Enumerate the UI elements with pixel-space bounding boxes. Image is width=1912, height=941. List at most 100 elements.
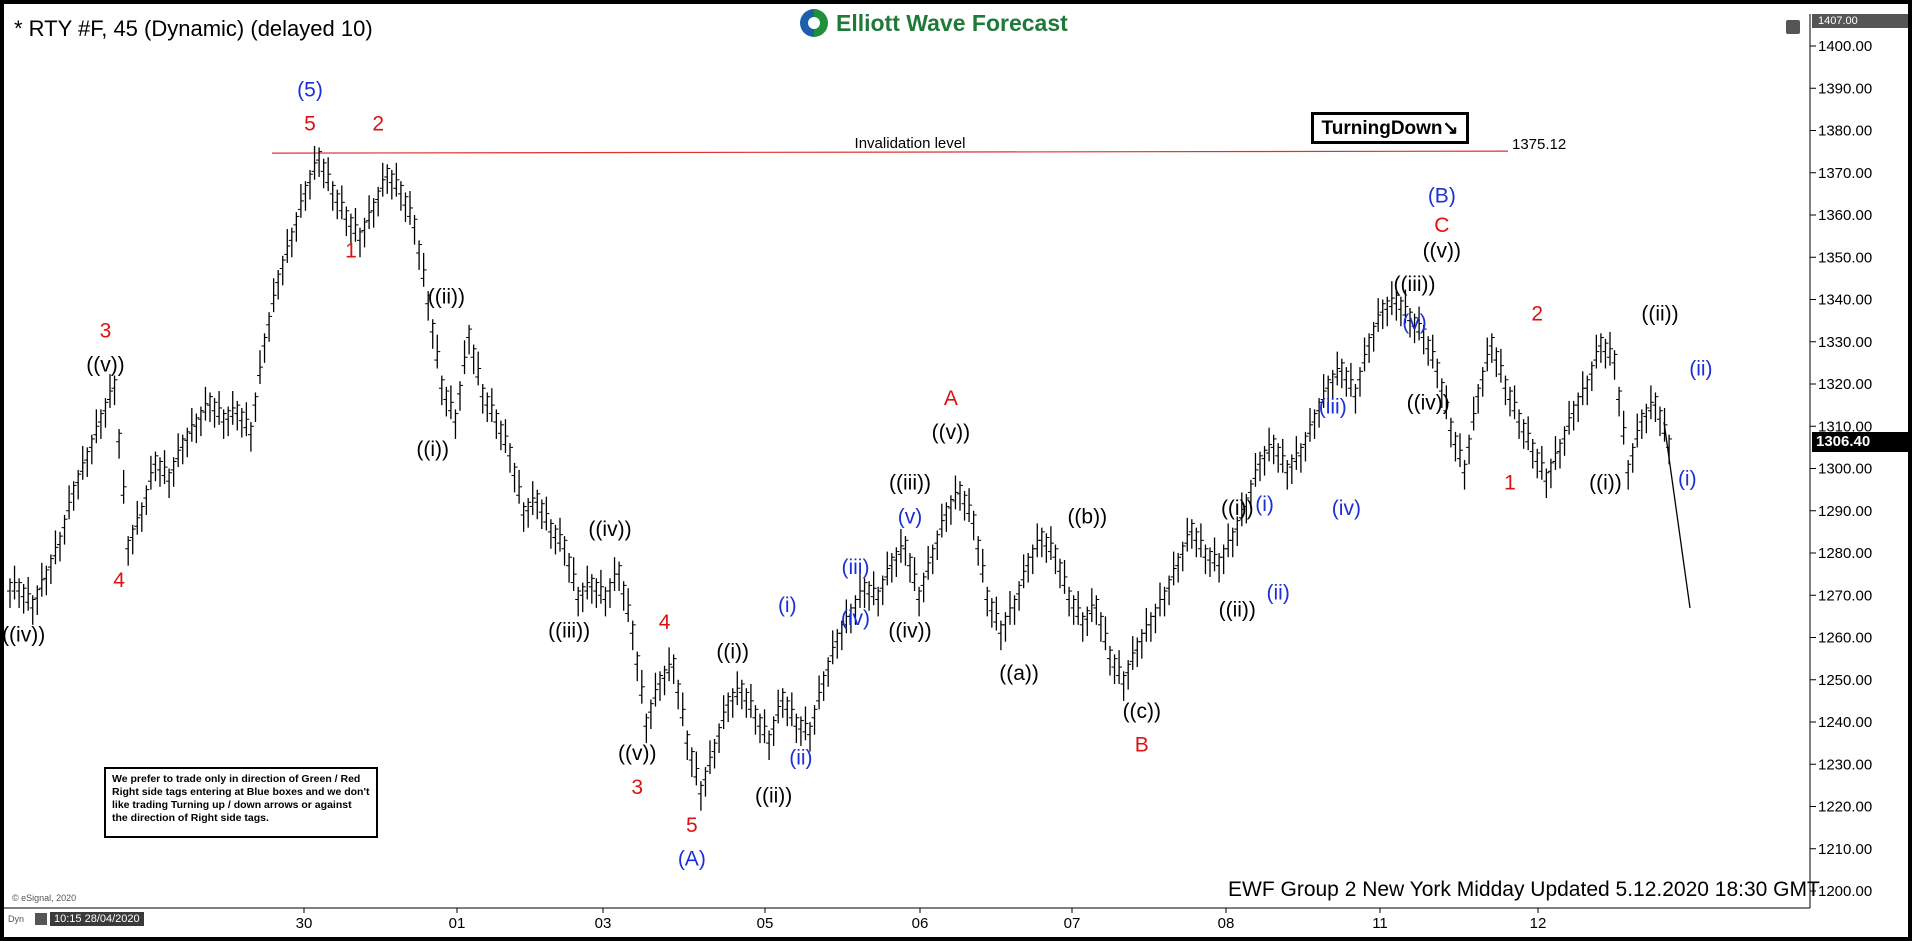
wave-label: ((v))	[1423, 239, 1461, 262]
y-tick-label: 1270.00	[1818, 587, 1872, 604]
wave-label: (iv)	[841, 607, 870, 630]
projection-arrow	[1663, 421, 1691, 609]
x-tick-label: 30	[296, 915, 313, 932]
wave-label: 5	[686, 814, 698, 837]
update-stamp: EWF Group 2 New York Midday Updated 5.12…	[1228, 878, 1820, 901]
trading-note: We prefer to trade only in direction of …	[104, 767, 378, 838]
wave-label: ((a))	[999, 662, 1039, 685]
y-tick-label: 1300.00	[1818, 461, 1872, 478]
invalidation-label: Invalidation level	[855, 135, 966, 152]
x-tick-label: 12	[1530, 915, 1547, 932]
x-tick-label: 08	[1218, 915, 1235, 932]
wave-label: ((i))	[716, 641, 749, 664]
y-tick-label: 1310.00	[1818, 418, 1872, 435]
wave-label: A	[944, 387, 958, 410]
wave-label: ((iii))	[1394, 273, 1436, 296]
cursor-time-readout: 10:15 28/04/2020	[50, 912, 144, 926]
y-tick-label: 1250.00	[1818, 672, 1872, 689]
wave-label: (iv)	[1332, 497, 1361, 520]
x-tick-label: 11	[1372, 915, 1388, 932]
wave-label: (v)	[1402, 311, 1427, 334]
wave-label: ((v))	[932, 421, 970, 444]
logo-icon	[800, 9, 828, 37]
dyn-toggle-button[interactable]	[35, 913, 47, 925]
wave-label: 4	[659, 611, 671, 634]
wave-label: ((ii))	[1641, 303, 1678, 326]
wave-label: (ii)	[789, 746, 812, 769]
wave-label: B	[1135, 734, 1149, 757]
wave-label: 5	[304, 113, 316, 136]
wave-label: (ii)	[1689, 358, 1712, 381]
wave-label: ((ii))	[428, 286, 465, 309]
y-tick-label: 1340.00	[1818, 292, 1872, 309]
y-tick-label: 1240.00	[1818, 714, 1872, 731]
y-tick-label: 1210.00	[1818, 841, 1872, 858]
wave-label: (i)	[1678, 467, 1697, 490]
wave-label: 1	[345, 239, 357, 262]
wave-label: (i)	[1255, 493, 1274, 516]
invalidation-value: 1375.12	[1512, 136, 1566, 153]
wave-label: (iii)	[841, 556, 869, 579]
wave-label: 4	[113, 569, 125, 592]
y-tick-label: 1220.00	[1818, 799, 1872, 816]
wave-label: ((b))	[1067, 505, 1107, 528]
window-restore-icon[interactable]	[1786, 20, 1800, 34]
wave-label: (iii)	[1319, 396, 1347, 419]
y-tick-label: 1380.00	[1818, 123, 1872, 140]
y-tick-label: 1280.00	[1818, 545, 1872, 562]
wave-label: 2	[1531, 303, 1543, 326]
turning-down-tag: TurningDown↘	[1311, 112, 1469, 144]
axis-top-tag: 1407.00	[1812, 14, 1908, 28]
wave-label: C	[1434, 214, 1449, 237]
wave-label: ((iii))	[548, 620, 590, 643]
wave-label: (B)	[1428, 184, 1456, 207]
brand-logo[interactable]: Elliott Wave Forecast	[800, 6, 1080, 40]
invalidation-line	[271, 150, 1509, 154]
y-tick-label: 1230.00	[1818, 756, 1872, 773]
wave-label: ((v))	[86, 353, 124, 376]
wave-label: (i)	[778, 594, 797, 617]
y-tick-label: 1360.00	[1818, 207, 1872, 224]
y-tick-label: 1200.00	[1818, 883, 1872, 900]
y-tick-label: 1370.00	[1818, 165, 1872, 182]
x-tick-label: 06	[912, 915, 929, 932]
x-tick-label: 03	[595, 915, 612, 932]
wave-label: ((ii))	[1219, 598, 1256, 621]
wave-label: 3	[631, 776, 643, 799]
wave-label: (5)	[297, 79, 323, 102]
wave-label: 1	[1504, 472, 1516, 495]
wave-label: ((ii))	[755, 784, 792, 807]
y-tick-label: 1350.00	[1818, 249, 1872, 266]
wave-label: ((iv))	[1407, 391, 1450, 414]
y-tick-label: 1330.00	[1818, 334, 1872, 351]
wave-label: ((iv))	[2, 624, 45, 647]
wave-label: ((c))	[1123, 700, 1161, 723]
y-tick-label: 1290.00	[1818, 503, 1872, 520]
wave-label: (v)	[898, 505, 923, 528]
wave-label: ((iii))	[889, 472, 931, 495]
chart-title: * RTY #F, 45 (Dynamic) (delayed 10)	[14, 16, 373, 41]
wave-label: ((iv))	[888, 620, 931, 643]
dyn-label: Dyn	[8, 914, 25, 924]
wave-label: (ii)	[1267, 581, 1290, 604]
wave-label: ((i))	[1221, 497, 1254, 520]
wave-label: ((v))	[618, 742, 656, 765]
y-tick-label: 1400.00	[1818, 38, 1872, 55]
wave-label: ((iv))	[588, 518, 631, 541]
wave-label: 3	[100, 320, 112, 343]
x-tick-label: 01	[449, 915, 466, 932]
logo-text: Elliott Wave Forecast	[836, 9, 1068, 36]
y-tick-label: 1260.00	[1818, 630, 1872, 647]
wave-label: 2	[372, 113, 384, 136]
wave-label: ((i))	[1589, 472, 1622, 495]
last-price-tag: 1306.40	[1812, 432, 1908, 452]
y-tick-label: 1390.00	[1818, 80, 1872, 97]
wave-label: (A)	[678, 848, 706, 871]
x-tick-label: 05	[757, 915, 774, 932]
copyright: © eSignal, 2020	[12, 893, 77, 903]
wave-label: ((i))	[416, 438, 449, 461]
x-tick-label: 07	[1064, 915, 1081, 932]
y-tick-label: 1320.00	[1818, 376, 1872, 393]
